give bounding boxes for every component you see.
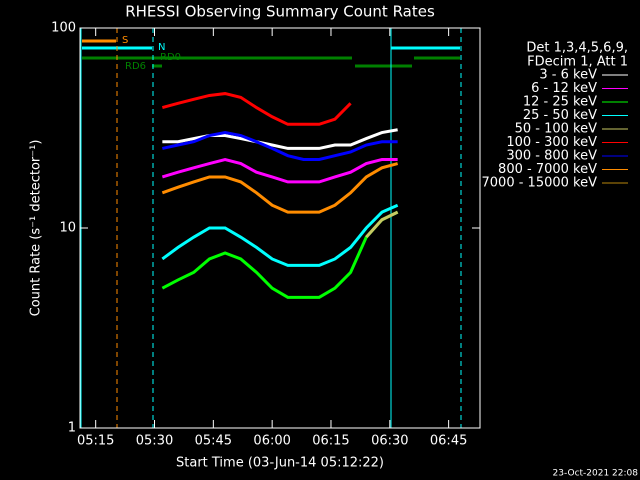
legend-label: 3 - 6 keV bbox=[539, 68, 597, 83]
footer: 23-Oct-2021 22:08 bbox=[553, 469, 639, 479]
x-tick-label: 06:15 bbox=[312, 434, 349, 449]
legend-label: 6 - 12 keV bbox=[531, 81, 597, 96]
legend-label: 25 - 50 keV bbox=[523, 108, 597, 123]
x-tick-label: 06:30 bbox=[371, 434, 408, 449]
series-line bbox=[161, 92, 352, 126]
plot-frame bbox=[79, 27, 481, 429]
event-lines bbox=[80, 28, 462, 428]
y-tick-label: 1 bbox=[68, 421, 76, 436]
chart-title: RHESSI Observing Summary Count Rates bbox=[125, 3, 435, 21]
legend-header: FDecim 1, Att 1 bbox=[527, 55, 628, 70]
x-tick-label: 05:30 bbox=[136, 434, 173, 449]
flag-label: RD0 bbox=[160, 52, 181, 63]
y-tick-label: 100 bbox=[51, 21, 76, 36]
series-line bbox=[365, 210, 399, 239]
legend-label: 50 - 100 keV bbox=[515, 122, 598, 137]
x-axis-label: Start Time (03-Jun-14 05:12:22) bbox=[176, 456, 384, 471]
series-line bbox=[161, 203, 399, 267]
legend-label: 100 - 300 keV bbox=[506, 135, 597, 150]
legend-label: 800 - 7000 keV bbox=[498, 162, 597, 177]
y-axis-label: Count Rate (s⁻¹ detector⁻¹) bbox=[29, 140, 44, 317]
legend-label: 7000 - 15000 keV bbox=[482, 176, 598, 191]
x-tick-label: 05:15 bbox=[77, 434, 114, 449]
y-tick-label: 10 bbox=[59, 221, 76, 236]
x-tick-label: 06:45 bbox=[430, 434, 467, 449]
series-line bbox=[162, 131, 398, 162]
series-line bbox=[161, 162, 399, 214]
legend-label: 300 - 800 keV bbox=[506, 149, 597, 164]
flag-label: S bbox=[122, 35, 128, 46]
x-tick-label: 05:45 bbox=[195, 434, 232, 449]
series-line bbox=[161, 210, 399, 299]
flag-label: RD6 bbox=[125, 61, 146, 72]
x-tick-label: 06:00 bbox=[253, 434, 290, 449]
legend-header: Det 1,3,4,5,6,9, bbox=[526, 41, 628, 56]
series-line bbox=[161, 157, 398, 184]
flag-label: N bbox=[158, 42, 165, 53]
legend-label: 12 - 25 keV bbox=[523, 95, 597, 110]
